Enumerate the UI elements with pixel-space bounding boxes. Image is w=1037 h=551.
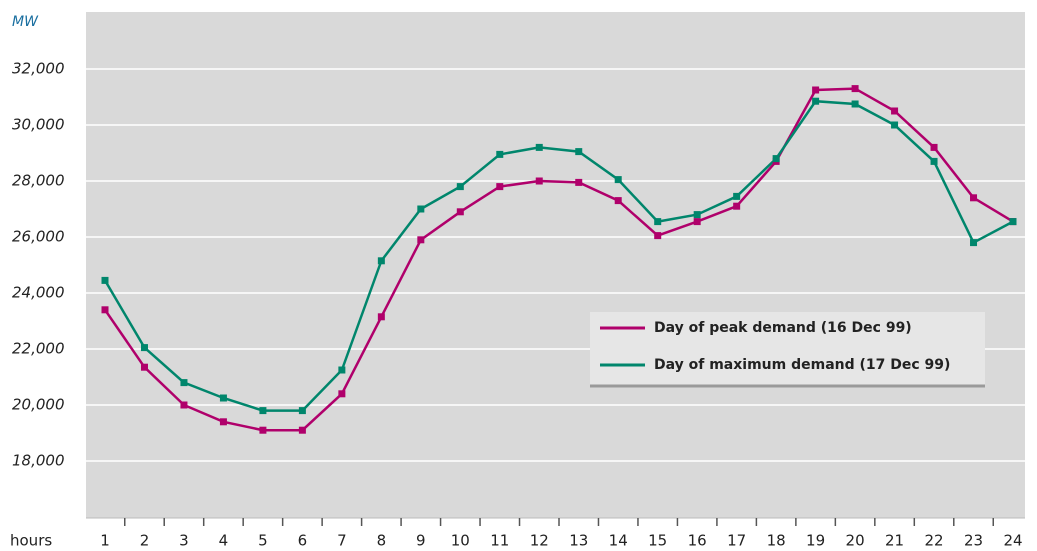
marker <box>101 306 109 314</box>
x-tick-label: 12 <box>530 532 549 550</box>
marker <box>851 100 859 108</box>
marker <box>1009 218 1017 226</box>
y-tick-label: 32,000 <box>12 60 65 78</box>
marker <box>298 407 306 415</box>
marker <box>456 183 464 191</box>
marker <box>693 211 701 219</box>
marker <box>180 379 188 387</box>
marker <box>733 202 741 210</box>
marker <box>654 218 662 226</box>
marker <box>180 401 188 409</box>
marker <box>496 150 504 158</box>
marker <box>456 208 464 216</box>
marker <box>496 183 504 191</box>
x-tick-label: 19 <box>806 532 825 550</box>
marker <box>377 257 385 265</box>
marker <box>930 157 938 165</box>
marker <box>219 394 227 402</box>
marker <box>338 366 346 374</box>
marker <box>693 218 701 226</box>
y-tick-label: 22,000 <box>12 340 65 358</box>
x-tick-label: 15 <box>648 532 667 550</box>
x-tick-label: 21 <box>885 532 904 550</box>
x-tick-label: 7 <box>337 532 347 550</box>
legend: Day of peak demand (16 Dec 99) Day of max… <box>590 312 985 388</box>
series-line <box>103 87 1014 432</box>
marker <box>259 407 267 415</box>
marker <box>140 344 148 352</box>
marker <box>259 426 267 434</box>
x-tick-label: 1 <box>100 532 110 550</box>
x-tick-label: 16 <box>688 532 707 550</box>
marker <box>535 143 543 151</box>
marker <box>891 121 899 129</box>
marker <box>298 426 306 434</box>
marker <box>575 148 583 156</box>
marker <box>417 236 425 244</box>
marker <box>614 197 622 205</box>
marker <box>575 178 583 186</box>
marker <box>101 276 109 284</box>
legend-box <box>590 312 985 385</box>
x-tick-label: 9 <box>416 532 426 550</box>
marker <box>812 86 820 94</box>
x-tick-label: 5 <box>258 532 268 550</box>
x-tick-label: 8 <box>377 532 387 550</box>
legend-label: Day of maximum demand (17 Dec 99) <box>654 357 950 373</box>
marker <box>930 143 938 151</box>
y-axis-label: MW <box>12 14 39 30</box>
marker <box>377 313 385 321</box>
marker <box>891 107 899 115</box>
y-tick-label: 28,000 <box>12 172 65 190</box>
x-tick-label: 22 <box>924 532 943 550</box>
x-tick-label: 3 <box>179 532 189 550</box>
marker <box>140 363 148 371</box>
y-tick-label: 18,000 <box>12 452 65 470</box>
x-tick-label: 10 <box>451 532 470 550</box>
x-tick-label: 17 <box>727 532 746 550</box>
x-tick-label: 20 <box>846 532 865 550</box>
x-tick-label: 18 <box>767 532 786 550</box>
marker <box>733 192 741 200</box>
marker <box>535 177 543 185</box>
marker <box>338 390 346 398</box>
marker <box>417 205 425 213</box>
lines <box>101 85 1017 434</box>
x-tick-label: 2 <box>140 532 150 550</box>
marker <box>614 176 622 184</box>
marker <box>851 85 859 93</box>
y-tick-label: 26,000 <box>12 228 65 246</box>
marker <box>219 418 227 426</box>
marker <box>654 232 662 240</box>
x-tick-label: 4 <box>219 532 229 550</box>
x-tick-label: 13 <box>569 532 588 550</box>
x-tick-label: 23 <box>964 532 983 550</box>
y-tick-label: 20,000 <box>12 396 65 414</box>
x-tick-label: 6 <box>298 532 308 550</box>
x-tick-label: 11 <box>490 532 509 550</box>
x-tick-label: 14 <box>609 532 628 550</box>
legend-label: Day of peak demand (16 Dec 99) <box>654 320 912 336</box>
y-tick-label: 24,000 <box>12 284 65 302</box>
plot-area <box>86 12 1025 518</box>
marker <box>970 194 978 202</box>
y-tick-label: 30,000 <box>12 116 65 134</box>
marker <box>970 239 978 247</box>
x-tick-label: 24 <box>1003 532 1022 550</box>
marker <box>772 155 780 163</box>
series-line <box>103 99 1014 412</box>
marker <box>812 97 820 105</box>
x-axis-label: hours <box>10 532 52 550</box>
